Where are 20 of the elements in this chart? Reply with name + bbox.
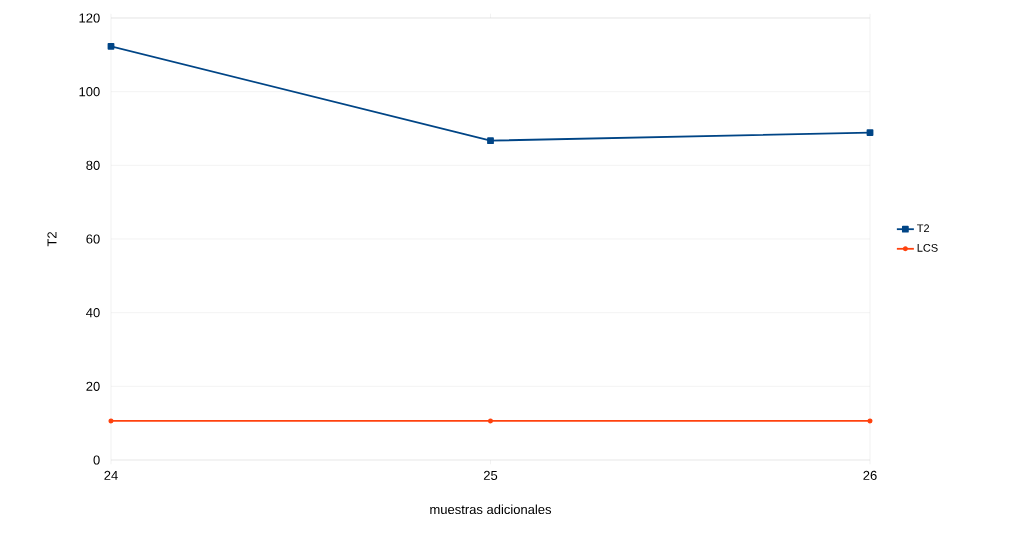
y-tick-label: 80 — [86, 160, 100, 170]
x-tick-label: 24 — [104, 470, 118, 480]
point — [866, 129, 874, 136]
y-tick-label: 120 — [79, 13, 100, 23]
x-tick-label: 26 — [863, 470, 877, 480]
y-tick-label: 0 — [93, 455, 100, 465]
legend-label: LCS — [917, 243, 938, 252]
point — [108, 418, 114, 424]
y-axis-title: T2 — [47, 232, 57, 247]
point — [867, 418, 873, 424]
y-tick-label: 100 — [79, 87, 100, 97]
point — [107, 42, 115, 50]
point — [488, 418, 494, 424]
legend-label: T2 — [917, 224, 930, 233]
y-tick-label: 60 — [86, 234, 100, 244]
point — [487, 137, 494, 145]
y-tick-label: 20 — [86, 381, 100, 391]
x-tick-label: 25 — [483, 470, 498, 480]
y-tick-label: 40 — [86, 308, 100, 318]
x-axis-title: muestras adicionales — [430, 504, 552, 515]
